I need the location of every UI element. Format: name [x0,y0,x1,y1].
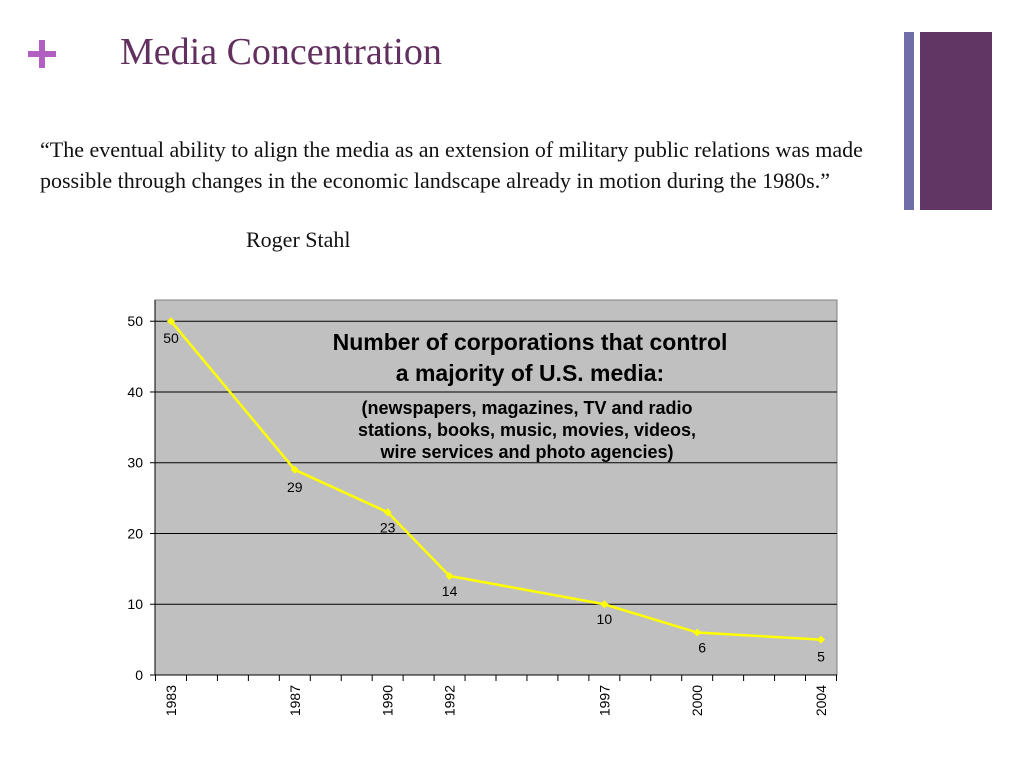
y-tick-label: 0 [135,667,143,683]
chart-subtitle-line: (newspapers, magazines, TV and radio [361,398,692,418]
data-point [167,317,175,326]
x-tick-label: 1997 [596,685,612,716]
data-point [600,600,609,609]
data-point [290,465,299,474]
quote-text: “The eventual ability to align the media… [40,137,863,193]
chart-title-line: Number of corporations that control [333,329,728,355]
quote-author: Roger Stahl [246,227,351,252]
data-label: 14 [442,583,458,599]
x-tick-label: 2004 [813,685,829,716]
x-tick-label: 1990 [380,685,396,716]
x-tick-label: 1992 [442,685,458,716]
x-tick-label: 1983 [163,685,179,716]
decorative-bar-thin [904,32,914,210]
data-label: 6 [698,640,706,656]
slide-title: Media Concentration [120,31,442,73]
y-tick-label: 30 [127,455,143,471]
data-label: 5 [817,649,825,665]
plot-area [154,299,838,676]
data-point [817,635,825,644]
y-tick-label: 10 [127,596,143,612]
data-label: 29 [287,479,303,495]
y-tick-label: 50 [127,313,143,329]
chart-subtitle-line: stations, books, music, movies, videos, [358,420,696,440]
data-label: 23 [380,519,396,535]
y-tick-label: 40 [127,384,143,400]
x-tick-label: 2000 [689,685,705,716]
data-label: 50 [163,330,179,346]
data-point [445,571,454,580]
chart-title-line: a majority of U.S. media: [396,360,664,386]
data-point [693,628,702,637]
decorative-bar-thick [920,32,992,210]
x-tick-label: 1987 [287,685,303,716]
y-tick-label: 20 [127,525,143,541]
data-point [383,508,392,517]
chart-subtitle-line: wire services and photo agencies) [379,442,673,462]
data-label: 10 [597,611,613,627]
plus-icon [28,40,56,68]
